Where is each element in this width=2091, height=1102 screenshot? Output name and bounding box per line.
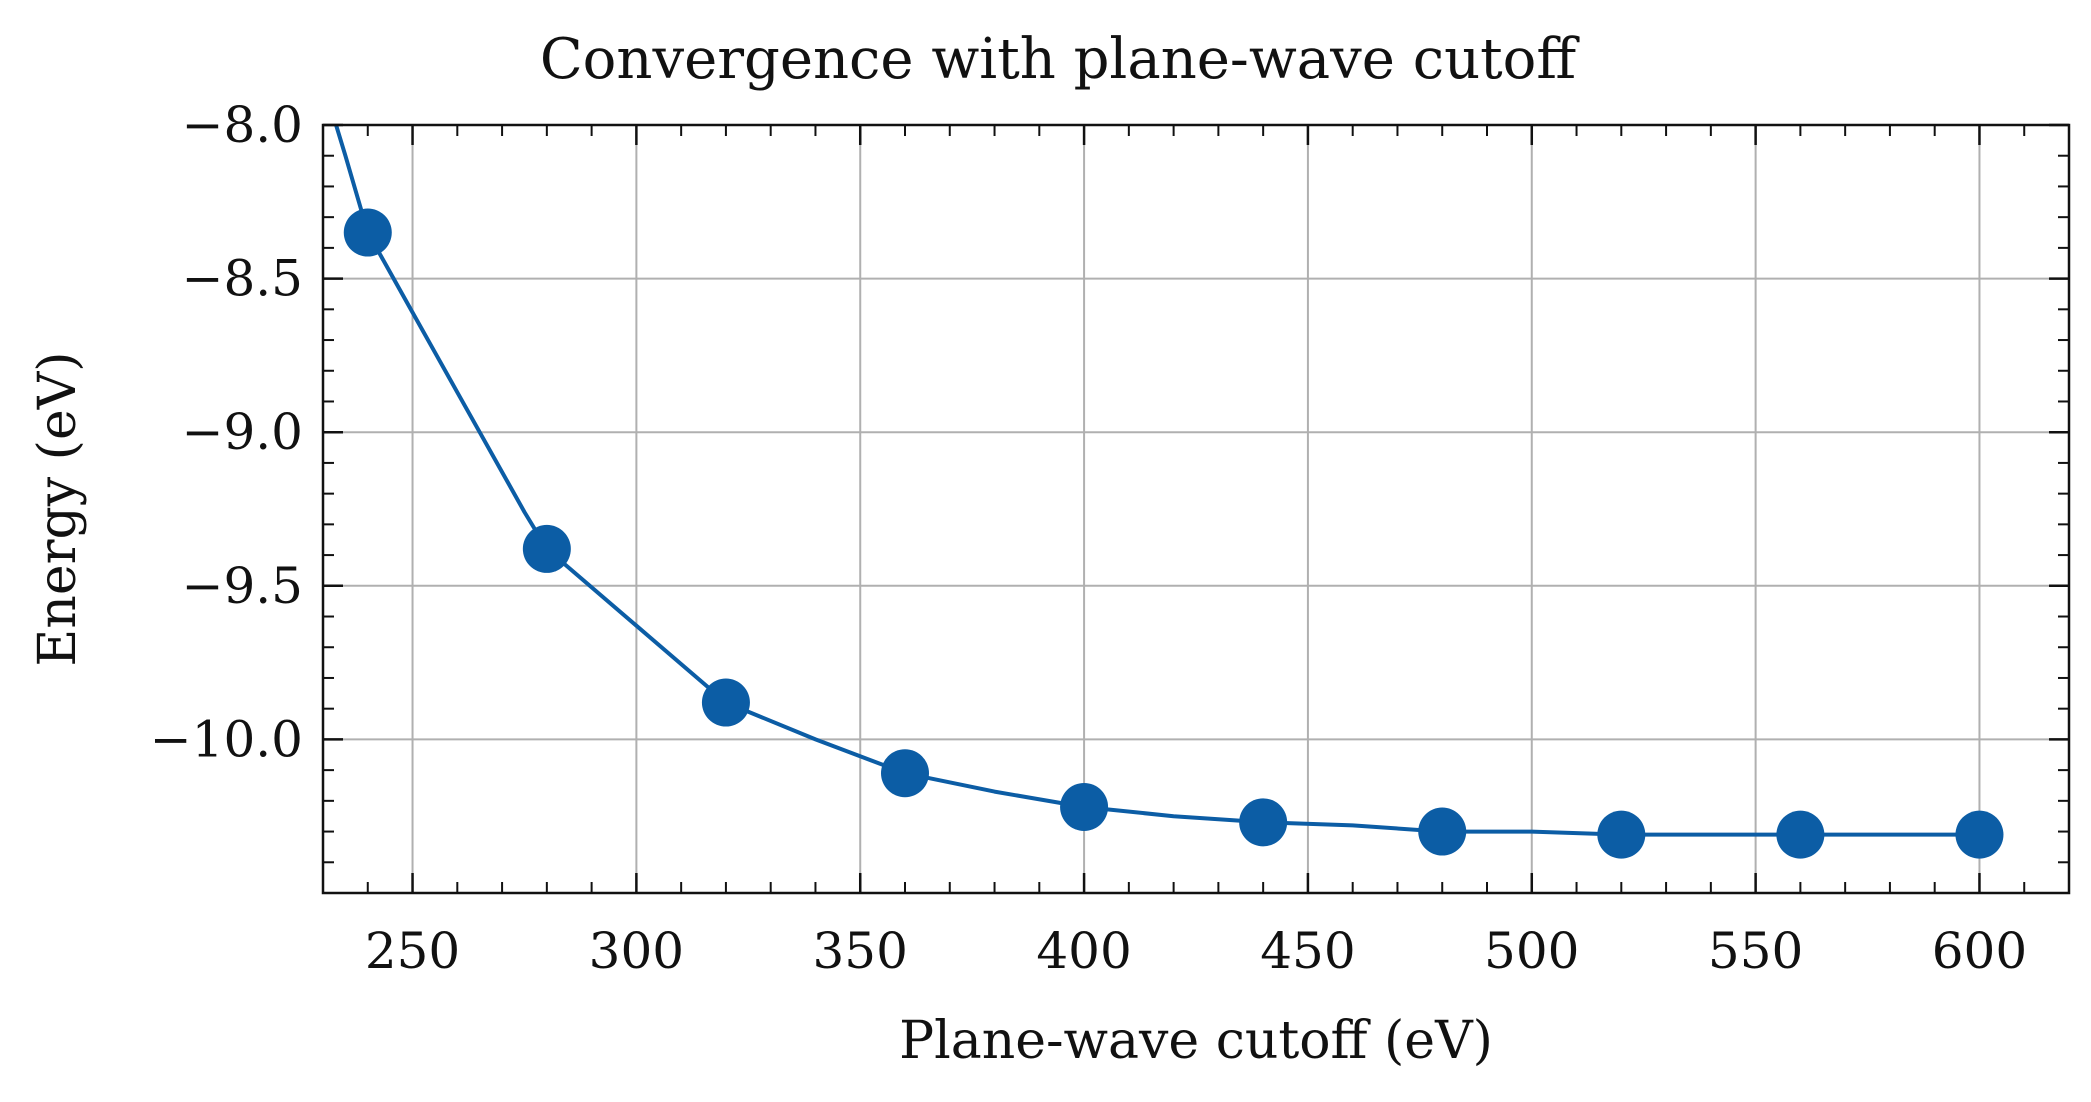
x-tick-label: 450 [1260, 922, 1355, 980]
x-tick-label: 600 [1932, 922, 2027, 980]
x-tick-label: 400 [1036, 922, 1131, 980]
axis-ticks [322, 123, 2070, 893]
data-point-marker [1060, 782, 1109, 831]
data-point-marker [1597, 810, 1646, 859]
data-point-marker [701, 678, 750, 727]
chart-title: Convergence with plane-wave cutoff [540, 27, 1581, 92]
data-point-marker [343, 208, 392, 257]
plot-frame [321, 123, 2071, 895]
y-tick-label: −8.5 [182, 250, 303, 308]
x-tick-label: 300 [589, 922, 684, 980]
x-tick-label: 250 [365, 922, 460, 980]
x-tick-label: 500 [1484, 922, 1579, 980]
series-line [333, 125, 1980, 837]
y-tick-label: −9.5 [182, 557, 303, 615]
data-point-marker [1955, 810, 2004, 859]
y-tick-label: −8.0 [182, 96, 303, 154]
data-line-layer [333, 125, 1980, 837]
plot-background [323, 125, 2069, 893]
x-axis-label: Plane-wave cutoff (eV) [899, 1011, 1493, 1071]
x-tick-label: 550 [1708, 922, 1803, 980]
x-tick-label: 350 [813, 922, 908, 980]
y-axis-label: Energy (eV) [28, 351, 88, 666]
data-point-marker [1418, 807, 1467, 856]
data-point-marker [1776, 810, 1825, 859]
data-point-marker [522, 524, 571, 573]
y-tick-label: −10.0 [150, 710, 303, 768]
y-tick-label: −9.0 [182, 403, 303, 461]
data-marker-layer [343, 208, 2004, 859]
tick-labels: 250 300 350 400 450 500 550 600 −8.0 −8.5 −9.0 −9.5… [150, 96, 2027, 980]
data-point-marker [881, 749, 929, 798]
data-point-marker [1239, 798, 1288, 847]
